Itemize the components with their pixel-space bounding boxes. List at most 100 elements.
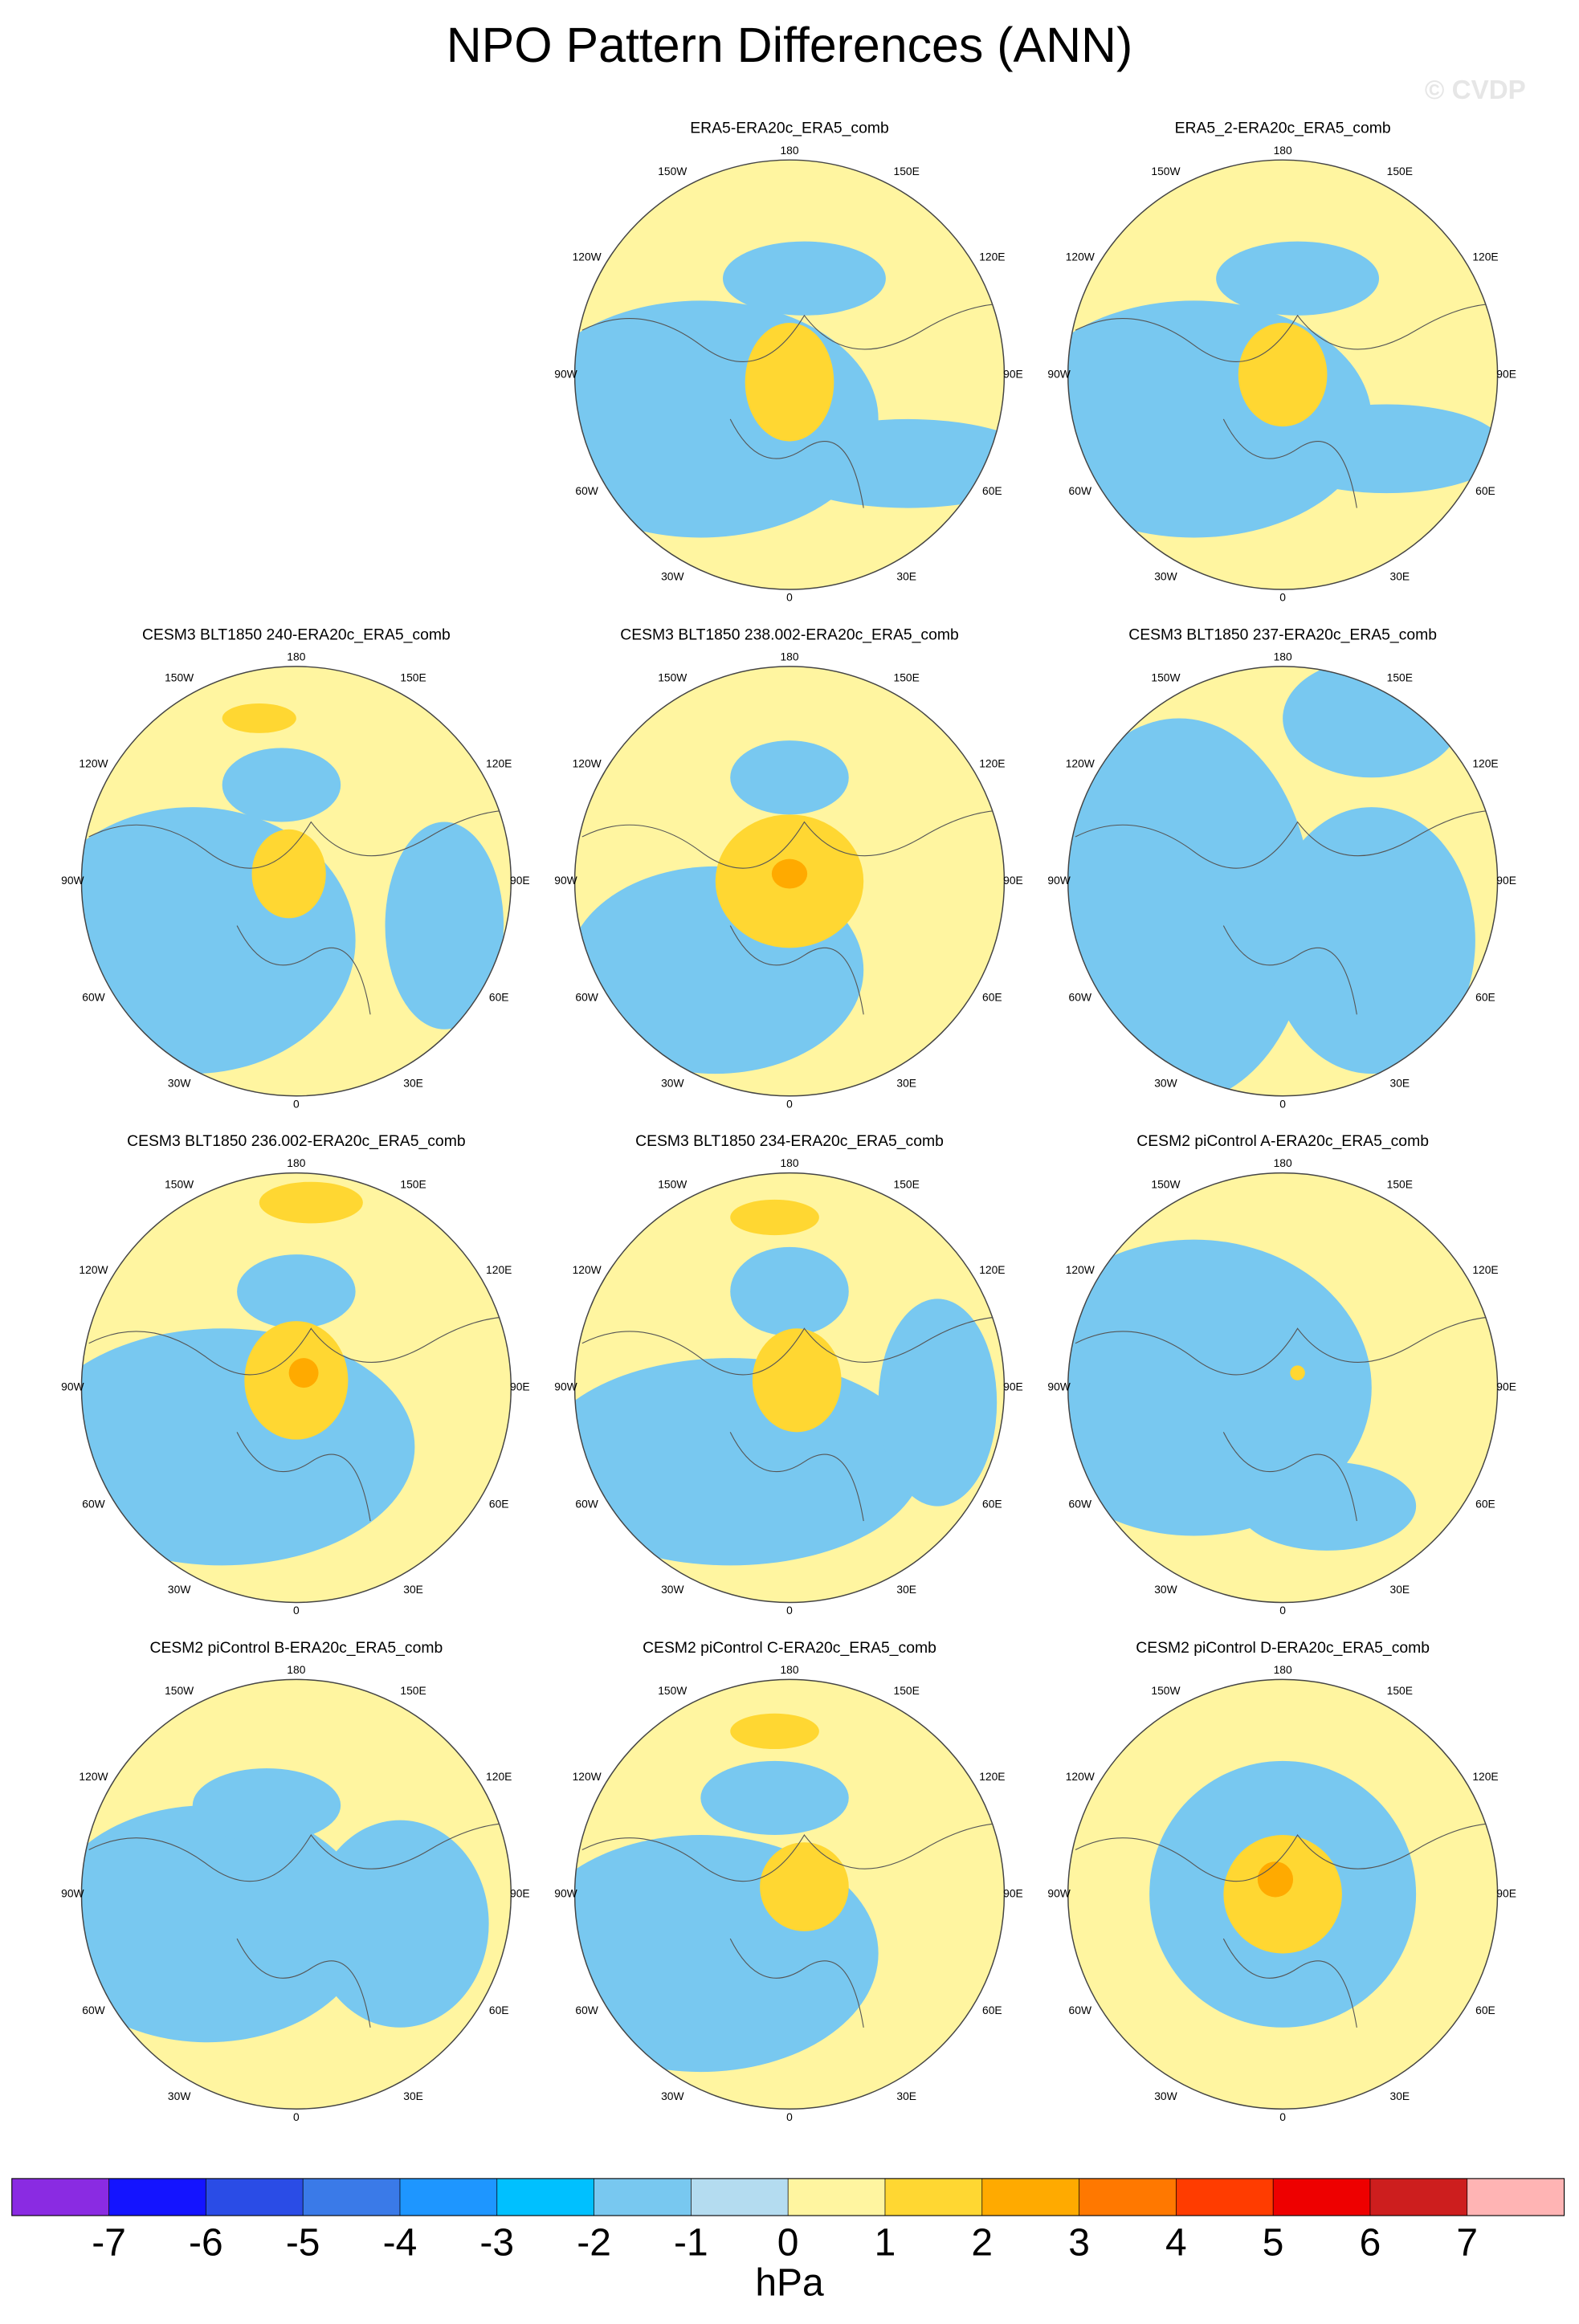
- longitude-label: 120E: [1472, 756, 1498, 769]
- longitude-label: 30E: [1390, 1583, 1410, 1596]
- longitude-label: 150E: [400, 671, 426, 684]
- longitude-label: 60W: [1069, 991, 1091, 1004]
- longitude-label: 120W: [1066, 1263, 1095, 1276]
- anomaly-region: [251, 829, 326, 919]
- map-panel: CESM2 piControl A-ERA20c_ERA5_comb 180 150…: [1047, 1132, 1516, 1617]
- colorbar-tick-label: -7: [92, 2222, 126, 2265]
- colorbar-box: [981, 2178, 1079, 2216]
- longitude-label: 30W: [1154, 1076, 1177, 1089]
- longitude-label: 120W: [573, 1263, 602, 1276]
- map-border: [573, 1172, 1006, 1604]
- longitude-label: 60E: [1475, 484, 1495, 497]
- longitude-label: 0: [1279, 2110, 1286, 2123]
- map-field: [1067, 666, 1498, 1096]
- colorbar-tick-label: -6: [189, 2222, 223, 2265]
- longitude-label: 90E: [1003, 1886, 1023, 1899]
- map-field: [574, 1679, 1005, 2110]
- colorbar-box: [496, 2178, 594, 2216]
- longitude-label: 0: [293, 1604, 300, 1617]
- longitude-label: 60E: [982, 484, 1002, 497]
- longitude-label: 0: [786, 1097, 793, 1110]
- map-border: [1067, 1678, 1499, 2110]
- longitude-label: 120E: [1472, 251, 1498, 263]
- colorbar-tick-label: 7: [1456, 2222, 1478, 2265]
- longitude-label: 120W: [79, 1263, 108, 1276]
- panel-title: CESM3 BLT1850 240-ERA20c_ERA5_comb: [142, 626, 451, 643]
- longitude-label: 60W: [82, 1497, 104, 1510]
- longitude-label: 150E: [1387, 671, 1413, 684]
- panel-title: CESM2 piControl D-ERA20c_ERA5_comb: [1136, 1639, 1430, 1657]
- panel-title: ERA5_2-ERA20c_ERA5_comb: [1175, 120, 1391, 137]
- longitude-label: 180: [1274, 650, 1292, 663]
- longitude-label: 150W: [1151, 1177, 1180, 1190]
- anomaly-region: [1257, 1861, 1294, 1898]
- longitude-label: 180: [780, 144, 798, 157]
- anomaly-region: [730, 740, 849, 815]
- longitude-label: 30E: [1390, 1076, 1410, 1089]
- anomaly-region: [237, 1254, 356, 1329]
- longitude-label: 180: [780, 1663, 798, 1676]
- longitude-label: 120W: [79, 756, 108, 769]
- longitude-label: 150E: [894, 165, 920, 177]
- longitude-label: 90W: [61, 874, 84, 887]
- anomaly-region: [222, 703, 296, 733]
- longitude-label: 120E: [486, 1263, 512, 1276]
- panel-title: ERA5-ERA20c_ERA5_comb: [690, 120, 888, 137]
- longitude-label: 180: [287, 1156, 305, 1169]
- longitude-label: 30W: [661, 1583, 683, 1596]
- anomaly-region: [311, 1820, 489, 2028]
- map-border: [80, 1678, 512, 2110]
- longitude-label: 30E: [1390, 570, 1410, 583]
- map-panel: ERA5_2-ERA20c_ERA5_comb 180 150E 120E 90E 60E…: [1047, 120, 1516, 604]
- map-panel: CESM2 piControl D-ERA20c_ERA5_comb 180 150…: [1047, 1639, 1516, 2123]
- colorbar-box: [206, 2178, 304, 2216]
- longitude-label: 90W: [1047, 1380, 1070, 1393]
- anomaly-region: [730, 1199, 819, 1236]
- map-field: [574, 160, 1005, 590]
- map-border: [1067, 1172, 1499, 1604]
- map-panel: CESM3 BLT1850 237-ERA20c_ERA5_comb 180 150…: [1047, 626, 1516, 1110]
- map-border: [1067, 666, 1499, 1097]
- watermark: © CVDP: [1425, 75, 1526, 105]
- longitude-label: 30E: [403, 2090, 423, 2102]
- longitude-label: 90W: [554, 1380, 577, 1393]
- longitude-label: 60E: [1475, 2004, 1495, 2016]
- map-field: [574, 666, 1005, 1096]
- panel-title: CESM3 BLT1850 234-ERA20c_ERA5_comb: [635, 1132, 944, 1150]
- longitude-label: 90E: [510, 1886, 530, 1899]
- map-panel: CESM3 BLT1850 238.002-ERA20c_ERA5_comb 18…: [554, 626, 1022, 1110]
- longitude-label: 150W: [165, 1177, 194, 1190]
- colorbar-tick-label: -1: [674, 2222, 708, 2265]
- coastline: [581, 303, 1005, 508]
- longitude-label: 150E: [400, 1684, 426, 1697]
- panel-title: CESM2 piControl C-ERA20c_ERA5_comb: [643, 1639, 936, 1657]
- colorbar-box: [1079, 2178, 1177, 2216]
- coastline: [1075, 1822, 1498, 2028]
- longitude-label: 150W: [165, 671, 194, 684]
- map-field: [81, 1172, 512, 1603]
- longitude-label: 120E: [979, 756, 1005, 769]
- longitude-label: 120E: [979, 1770, 1005, 1783]
- longitude-label: 120E: [1472, 1770, 1498, 1783]
- longitude-label: 0: [1279, 1097, 1286, 1110]
- anomaly-region: [222, 748, 341, 822]
- longitude-label: 120E: [486, 756, 512, 769]
- anomaly-region: [288, 1358, 319, 1388]
- longitude-label: 30W: [1154, 2090, 1177, 2102]
- colorbar-tick-label: 4: [1165, 2222, 1187, 2265]
- longitude-label: 150E: [1387, 165, 1413, 177]
- longitude-label: 120W: [1066, 251, 1095, 263]
- longitude-label: 120W: [1066, 1770, 1095, 1783]
- panel-title: CESM3 BLT1850 238.002-ERA20c_ERA5_comb: [620, 626, 958, 643]
- longitude-label: 180: [1274, 144, 1292, 157]
- longitude-label: 90E: [1003, 1380, 1023, 1393]
- anomaly-region: [259, 1181, 363, 1224]
- colorbar-box: [691, 2178, 789, 2216]
- anomaly-region: [1238, 323, 1328, 427]
- anomaly-region: [1216, 241, 1380, 316]
- longitude-label: 120W: [573, 756, 602, 769]
- longitude-label: 60E: [982, 1497, 1002, 1510]
- map-border: [80, 1172, 512, 1604]
- longitude-label: 150W: [1151, 165, 1180, 177]
